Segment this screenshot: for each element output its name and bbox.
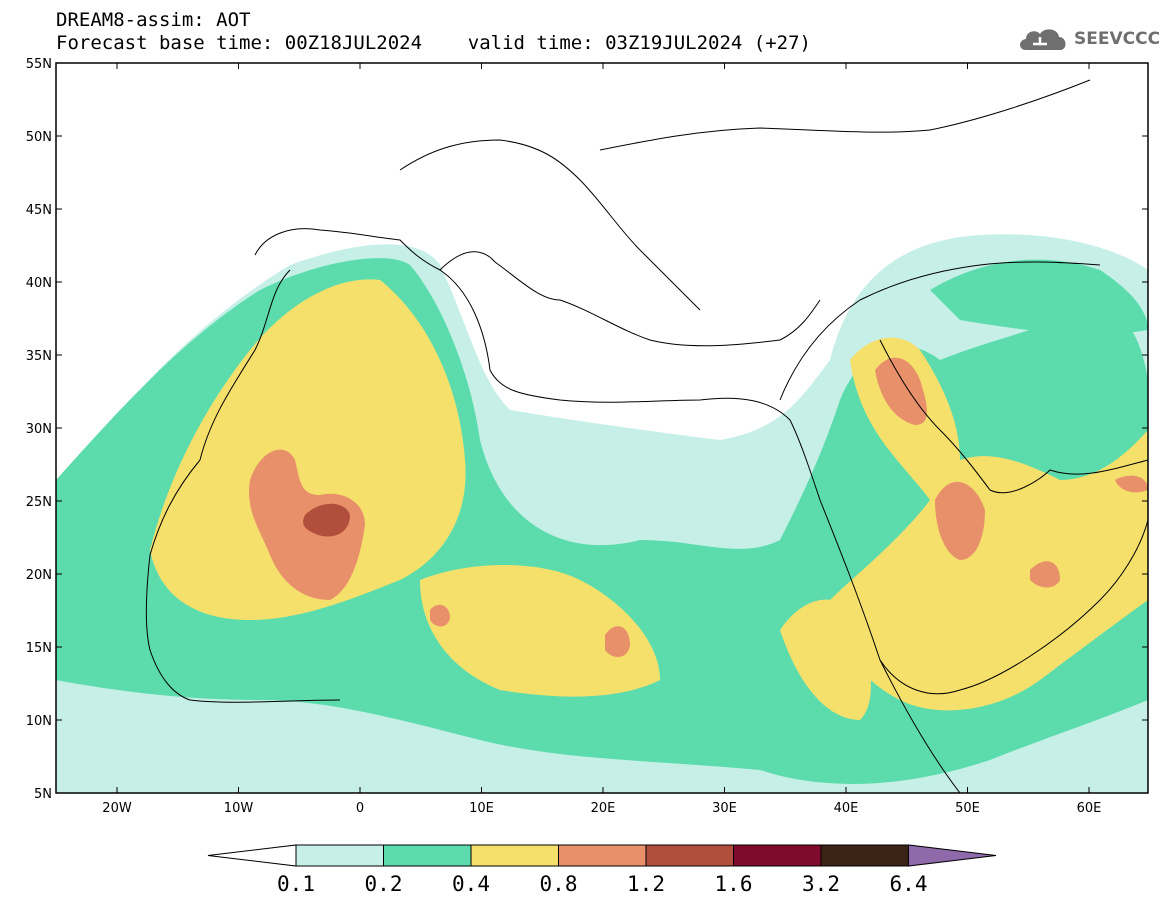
colorbar-swatch — [820, 844, 909, 867]
logo-text: SEEVCCC — [1074, 29, 1161, 49]
lon-label: 20E — [591, 801, 616, 816]
lon-label: 20W — [102, 801, 132, 816]
lon-label: 10W — [224, 801, 254, 816]
chart-title: DREAM8-assim: AOT — [56, 9, 251, 31]
lat-label: 10N — [26, 714, 52, 729]
lat-label: 30N — [26, 422, 52, 437]
colorbar-swatch — [558, 844, 647, 867]
colorbar-swatch — [295, 844, 384, 867]
colorbar-labels: 0.1 0.2 0.4 0.8 1.2 1.6 3.2 6.4 — [277, 872, 927, 896]
lon-label: 10E — [469, 801, 494, 816]
lon-label: 60E — [1077, 801, 1102, 816]
lat-label: 40N — [26, 276, 52, 291]
colorbar-swatch — [733, 844, 822, 867]
colorbar — [207, 844, 997, 867]
lat-label: 15N — [26, 641, 52, 656]
colorbar-label: 0.1 — [277, 872, 315, 896]
lon-label: 0 — [356, 801, 364, 816]
forecast-time-line: Forecast base time: 00Z18JUL2024 valid t… — [56, 32, 811, 54]
lat-label: 50N — [26, 130, 52, 145]
seevccc-logo: SEEVCCC — [1016, 24, 1160, 54]
colorbar-label: 1.6 — [715, 872, 753, 896]
colorbar-label: 0.8 — [540, 872, 578, 896]
lat-label: 45N — [26, 203, 52, 218]
colorbar-label: 1.2 — [627, 872, 665, 896]
colorbar-label: 0.2 — [365, 872, 403, 896]
lat-label: 5N — [34, 787, 52, 802]
lon-label: 50E — [955, 801, 980, 816]
colorbar-swatch — [383, 844, 472, 867]
lat-label: 35N — [26, 349, 52, 364]
colorbar-high-arrow — [908, 844, 997, 867]
colorbar-low-arrow — [207, 844, 297, 867]
lat-label: 25N — [26, 495, 52, 510]
aot-contour-0-4 — [150, 279, 1148, 720]
colorbar-swatch — [470, 844, 559, 867]
map-plot-area — [56, 63, 1148, 793]
lon-label: 30E — [712, 801, 737, 816]
latitude-labels: 55N 50N 45N 40N 35N 30N 25N 20N 15N 10N 5N — [26, 57, 52, 802]
colorbar-label: 3.2 — [802, 872, 840, 896]
lon-label: 40E — [834, 801, 859, 816]
longitude-labels: 20W 10W 0 10E 20E 30E 40E 50E 60E — [102, 801, 1101, 816]
axis-ticks — [56, 62, 1148, 794]
lat-label: 20N — [26, 568, 52, 583]
aot-contour-1-2 — [303, 503, 350, 537]
colorbar-label: 6.4 — [890, 872, 928, 896]
coastlines — [145, 79, 1148, 793]
cloud-icon — [1020, 29, 1066, 50]
lat-label: 55N — [26, 57, 52, 72]
colorbar-swatch — [645, 844, 734, 867]
colorbar-label: 0.4 — [452, 872, 490, 896]
